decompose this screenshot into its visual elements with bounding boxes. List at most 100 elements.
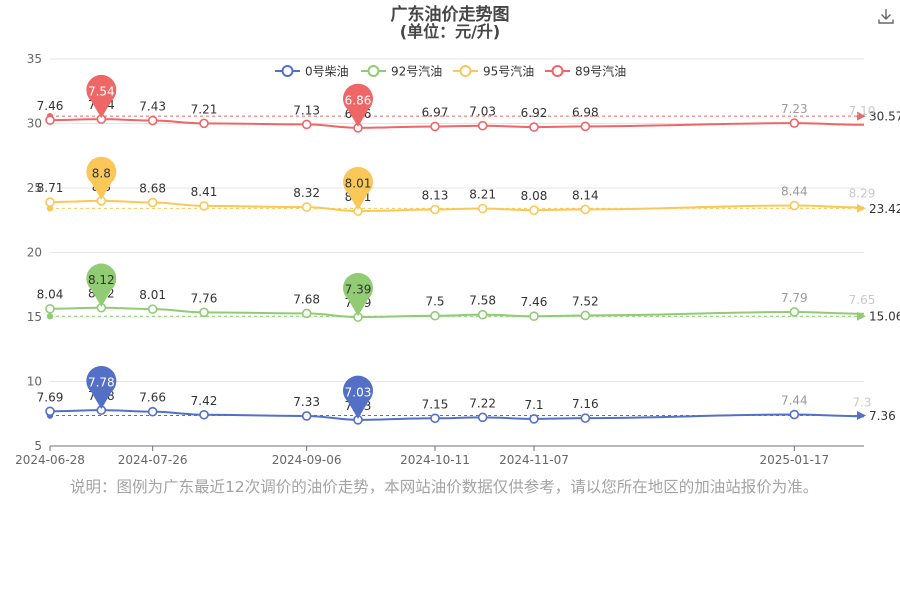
marker-label: 8.8 bbox=[92, 166, 111, 180]
min-marker: 7.39 bbox=[343, 272, 374, 317]
data-label: 7.65 bbox=[849, 293, 876, 307]
data-label: 7.79 bbox=[781, 291, 808, 305]
legend-label: 0号柴油 bbox=[305, 65, 349, 79]
data-point bbox=[477, 120, 488, 131]
average-line-start-dot bbox=[46, 313, 54, 320]
legend-marker bbox=[367, 65, 380, 77]
download-icon-glyph bbox=[878, 9, 894, 24]
marker-label: 8.12 bbox=[88, 273, 115, 287]
data-label: 8.41 bbox=[191, 185, 218, 199]
data-label: 6.98 bbox=[572, 105, 599, 119]
legend-item[interactable]: 95号汽油 bbox=[453, 64, 534, 79]
legend-item[interactable]: 89号汽油 bbox=[545, 64, 626, 79]
min-marker: 8.01 bbox=[343, 166, 374, 211]
data-label: 8.68 bbox=[139, 181, 166, 195]
data-label: 8.21 bbox=[469, 188, 496, 202]
data-label: 7.1 bbox=[524, 398, 543, 412]
extreme-markers: 7.78 7.03 8.12 7.39 8.8 8.01 7.54 6.86 bbox=[86, 74, 374, 419]
average-value-label: 23.42 bbox=[869, 202, 900, 216]
data-label: 7.5 bbox=[425, 295, 444, 309]
average-line-arrow bbox=[857, 111, 866, 121]
y-tick-label: 15 bbox=[27, 310, 42, 324]
data-label: 7.76 bbox=[191, 291, 218, 305]
data-point bbox=[45, 406, 55, 417]
data-point bbox=[301, 119, 312, 130]
average-value-label: 7.36 bbox=[869, 409, 896, 423]
x-tick-label: 2024-09-06 bbox=[272, 453, 342, 467]
data-labels: 7.69 7.78 7.66 7.42 7.33 7.03 7.15 7.22 7.1 7.16 7… bbox=[37, 98, 876, 413]
data-label: 8.44 bbox=[781, 185, 808, 199]
data-point bbox=[45, 197, 55, 207]
x-tick-label: 2024-07-26 bbox=[118, 453, 188, 467]
data-point bbox=[430, 204, 440, 215]
legend-label: 92号汽油 bbox=[391, 64, 442, 79]
data-point bbox=[430, 413, 440, 424]
min-marker: 7.03 bbox=[343, 375, 374, 419]
data-label: 8.29 bbox=[849, 186, 876, 200]
data-label: 7.03 bbox=[469, 105, 496, 119]
legend-item[interactable]: 0号柴油 bbox=[275, 65, 349, 79]
grid-lines bbox=[50, 58, 864, 382]
data-label: 8.71 bbox=[37, 181, 64, 195]
legend-label: 95号汽油 bbox=[483, 64, 534, 79]
data-label: 7.44 bbox=[781, 394, 808, 408]
data-point bbox=[199, 118, 209, 129]
chart-subtitle: (单位：元/升) bbox=[400, 22, 500, 41]
marker-label: 7.78 bbox=[88, 376, 115, 390]
marker-pin bbox=[343, 83, 374, 127]
data-point bbox=[199, 307, 209, 318]
legend: 0号柴油 92号汽油 95号汽油 89号汽油 bbox=[275, 64, 626, 79]
data-label: 6.92 bbox=[521, 106, 548, 120]
data-point bbox=[430, 121, 440, 132]
disclaimer-note: 说明：图例为广东最近12次调价的油价走势，本网站油价数据仅供参考，请以您所在地区… bbox=[70, 478, 819, 496]
marker-pin bbox=[343, 166, 374, 211]
marker-label: 8.01 bbox=[345, 177, 372, 191]
data-label: 7.22 bbox=[469, 396, 496, 410]
data-label: 7.46 bbox=[37, 99, 64, 113]
download-icon[interactable] bbox=[876, 6, 896, 26]
data-point bbox=[45, 115, 55, 125]
data-point bbox=[45, 303, 55, 314]
data-label: 7.33 bbox=[293, 395, 320, 409]
data-label: 7.23 bbox=[781, 102, 808, 116]
max-marker: 8.8 bbox=[86, 156, 117, 200]
data-point bbox=[789, 200, 800, 211]
x-tick-label: 2024-11-07 bbox=[499, 453, 569, 467]
y-tick-label: 5 bbox=[34, 439, 42, 453]
data-point bbox=[301, 411, 312, 421]
data-label: 7.68 bbox=[293, 292, 320, 306]
data-point bbox=[529, 311, 539, 322]
legend-marker bbox=[551, 65, 564, 77]
data-point bbox=[580, 204, 591, 215]
average-lines: 7.36 15.06 23.42 30.57 bbox=[46, 110, 900, 423]
data-point bbox=[529, 122, 539, 132]
average-line-start-dot bbox=[46, 205, 54, 212]
data-label: 7.13 bbox=[293, 103, 320, 117]
marker-label: 7.39 bbox=[345, 283, 372, 297]
marker-pin bbox=[343, 272, 374, 317]
data-point bbox=[477, 203, 488, 214]
data-point bbox=[529, 414, 539, 424]
data-point bbox=[580, 121, 591, 132]
marker-pin bbox=[86, 365, 117, 410]
data-point bbox=[301, 202, 312, 212]
legend-item[interactable]: 92号汽油 bbox=[361, 64, 442, 79]
max-marker: 7.54 bbox=[86, 74, 117, 119]
data-label: 8.01 bbox=[139, 288, 166, 302]
average-value-label: 30.57 bbox=[869, 110, 900, 124]
max-marker: 7.78 bbox=[86, 365, 117, 410]
data-label: 7.15 bbox=[422, 397, 449, 411]
data-label: 7.58 bbox=[469, 294, 496, 308]
data-label: 8.14 bbox=[572, 188, 599, 202]
data-point bbox=[147, 406, 158, 417]
data-point bbox=[147, 304, 158, 314]
data-label: 7.3 bbox=[852, 395, 871, 409]
data-label: 7.69 bbox=[37, 390, 64, 404]
data-label: 7.42 bbox=[191, 394, 218, 408]
data-point bbox=[580, 310, 591, 321]
y-tick-label: 10 bbox=[27, 375, 42, 389]
series-line bbox=[49, 199, 865, 213]
y-tick-label: 30 bbox=[27, 117, 42, 131]
data-label: 8.04 bbox=[37, 288, 64, 302]
